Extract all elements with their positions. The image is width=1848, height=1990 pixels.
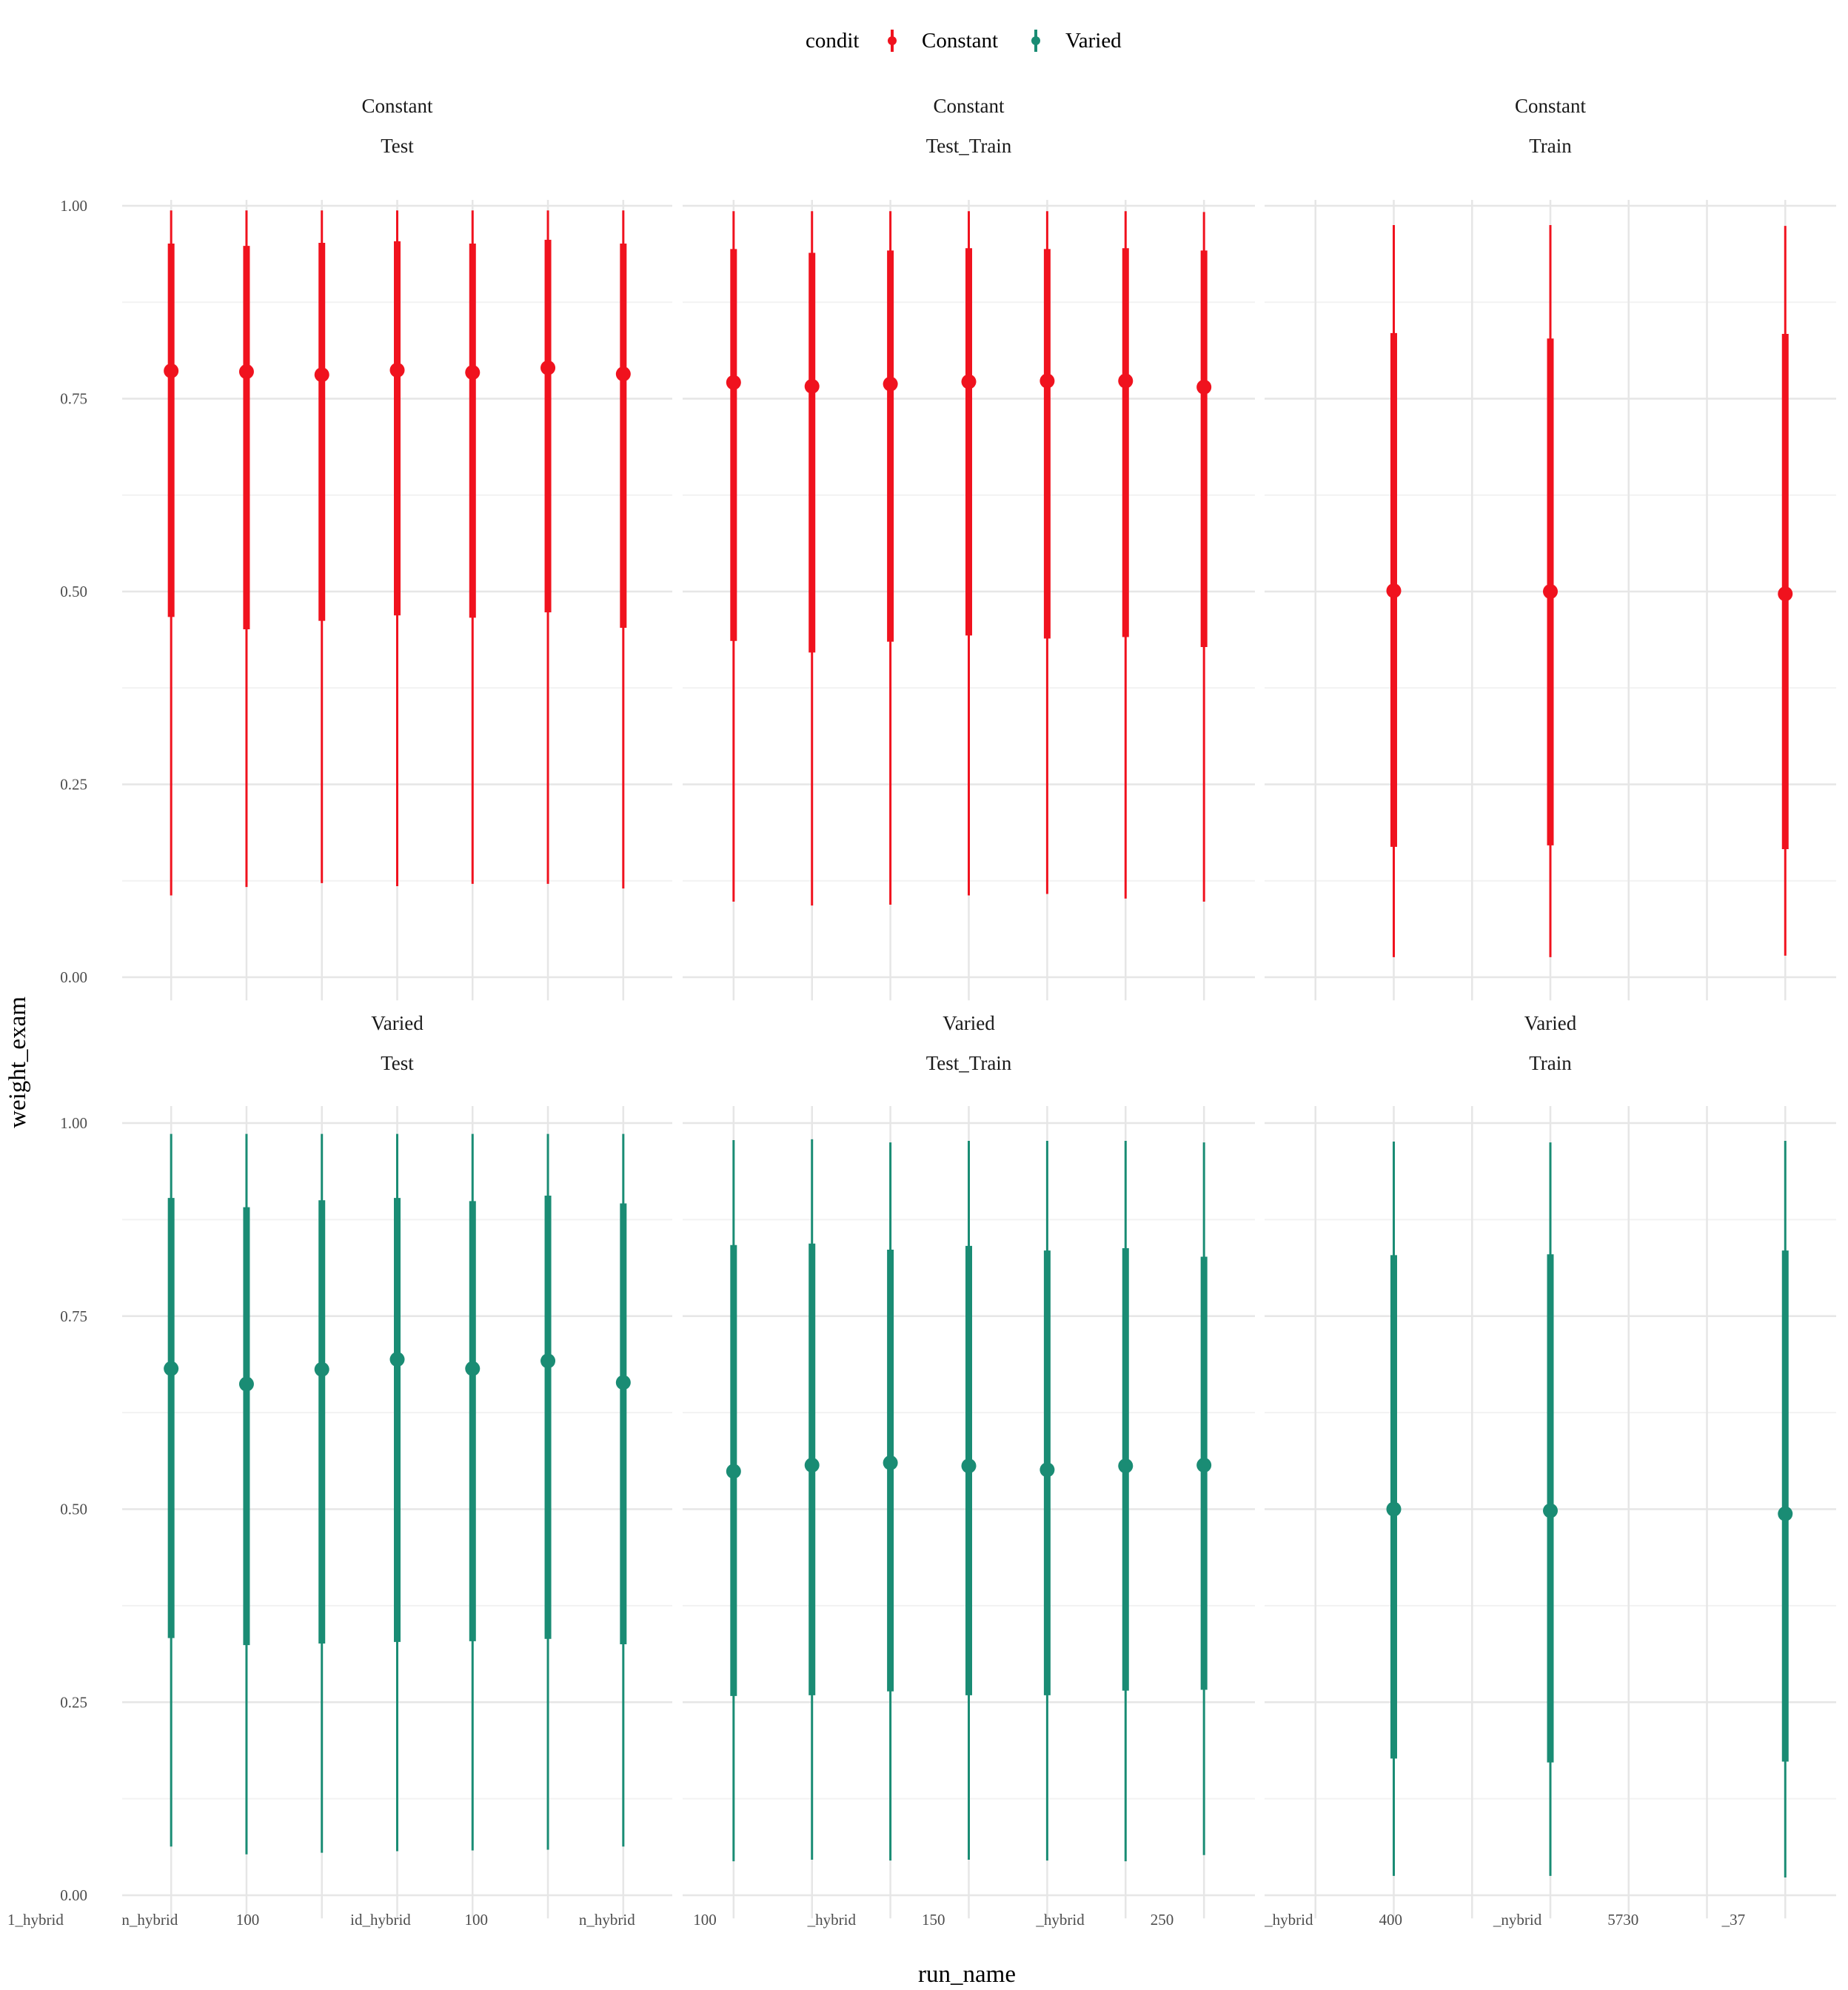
point-mean — [1386, 1501, 1402, 1517]
y-axis-title: weight_exam — [4, 996, 31, 1128]
strip-label-row: Constant — [933, 95, 1005, 117]
point-mean — [615, 366, 631, 382]
panel-constant-test-train: Constant Test_Train — [683, 95, 1255, 1001]
strip-label-row: Constant — [361, 95, 433, 117]
point-mean — [883, 1455, 898, 1470]
point-mean — [1778, 1506, 1793, 1521]
point-mean — [465, 365, 481, 381]
x-tick-label: id_hybrid — [350, 1911, 411, 1929]
point-mean — [1386, 583, 1402, 598]
x-tick-label: n_hybrid — [121, 1911, 178, 1929]
y-tick-label: 0.50 — [60, 583, 87, 600]
x-tick-label: 150 — [922, 1911, 945, 1929]
point-mean — [1543, 1503, 1558, 1518]
strip-label-row: Varied — [371, 1012, 424, 1034]
point-mean — [540, 360, 556, 375]
x-tick-label: _hybrid — [807, 1911, 857, 1929]
point-mean — [238, 364, 254, 380]
point-mean — [1196, 379, 1212, 395]
legend-label-varied: Varied — [1065, 29, 1122, 53]
point-mean — [1040, 373, 1055, 389]
x-tick-label: _37 — [1721, 1911, 1746, 1929]
point-mean — [1196, 1458, 1212, 1473]
y-tick-label: 1.00 — [60, 1114, 87, 1132]
x-tick-label: n_hybrid — [579, 1911, 635, 1929]
point-mean — [389, 1352, 405, 1367]
strip-label-col: Test_Train — [926, 135, 1012, 157]
point-mean — [615, 1375, 631, 1390]
y-tick-label: 0.00 — [60, 968, 87, 986]
panel-varied-test-train: Varied Test_Train — [683, 1012, 1255, 1919]
strip-label-col: Test — [381, 1052, 414, 1074]
point-mean — [726, 375, 741, 390]
panel-constant-test: Constant Test 0.00 0.25 0.50 0.75 1.00 — [60, 95, 672, 1001]
strip-label-row: Varied — [943, 1012, 995, 1034]
x-tick-label: 100 — [465, 1911, 489, 1929]
point-mean — [1118, 373, 1134, 389]
point-mean — [389, 362, 405, 378]
point-mean — [540, 1353, 556, 1369]
panel-varied-test: Varied Test 0.00 0.25 0.50 0.75 1.00 — [60, 1012, 672, 1919]
x-tick-label: _nybrid — [1493, 1911, 1542, 1929]
y-tick-label: 0.25 — [60, 776, 87, 794]
x-tick-labels: 1_hybrid n_hybrid 100 id_hybrid 100 n_hybrid 1… — [7, 1911, 1745, 1929]
strip-label-col: Train — [1529, 1052, 1572, 1074]
x-tick-label: 250 — [1151, 1911, 1174, 1929]
y-tick-label: 0.50 — [60, 1501, 87, 1518]
point-mean — [1543, 584, 1558, 599]
point-mean — [238, 1376, 254, 1392]
point-mean — [314, 367, 329, 383]
x-tick-label: _hybrid — [1264, 1911, 1313, 1929]
point-mean — [1040, 1462, 1055, 1478]
point-mean — [961, 374, 977, 389]
x-tick-label: 5730 — [1607, 1911, 1638, 1929]
y-tick-label: 1.00 — [60, 197, 87, 215]
x-tick-label: 100 — [236, 1911, 260, 1929]
y-tick-label: 0.75 — [60, 1307, 87, 1325]
point-mean — [1778, 586, 1793, 602]
panel-constant-train: Constant Train — [1265, 95, 1836, 1001]
strip-label-col: Test — [381, 135, 414, 157]
x-tick-label: _hybrid — [1035, 1911, 1085, 1929]
strip-label-col: Test_Train — [926, 1052, 1012, 1074]
x-tick-label: 400 — [1379, 1911, 1403, 1929]
legend-key-varied — [1031, 30, 1040, 52]
x-axis-title: run_name — [918, 1961, 1016, 1988]
x-tick-label: 100 — [693, 1911, 717, 1929]
x-tick-label: 1_hybrid — [7, 1911, 64, 1929]
point-mean — [465, 1361, 481, 1376]
point-mean — [726, 1464, 741, 1479]
y-tick-label: 0.75 — [60, 390, 87, 408]
point-mean — [804, 378, 820, 394]
strip-label-row: Constant — [1515, 95, 1587, 117]
legend-key-constant — [888, 30, 897, 52]
point-mean — [164, 1361, 179, 1376]
point-mean — [314, 1361, 329, 1377]
panel-varied-train: Varied Train — [1265, 1012, 1836, 1919]
strip-label-row: Varied — [1524, 1012, 1577, 1034]
legend: condit Constant Varied — [806, 29, 1122, 53]
y-tick-label: 0.25 — [60, 1693, 87, 1711]
strip-label-col: Train — [1529, 135, 1572, 157]
point-mean — [804, 1458, 820, 1473]
panels: ConstantTest0.000.250.500.751.00Constant… — [60, 95, 1836, 1919]
point-mean — [164, 363, 179, 378]
y-tick-label: 0.00 — [60, 1886, 87, 1904]
point-mean — [1118, 1458, 1134, 1474]
legend-label-constant: Constant — [922, 29, 998, 53]
legend-title: condit — [806, 29, 860, 53]
point-mean — [961, 1458, 977, 1474]
point-mean — [883, 376, 898, 392]
